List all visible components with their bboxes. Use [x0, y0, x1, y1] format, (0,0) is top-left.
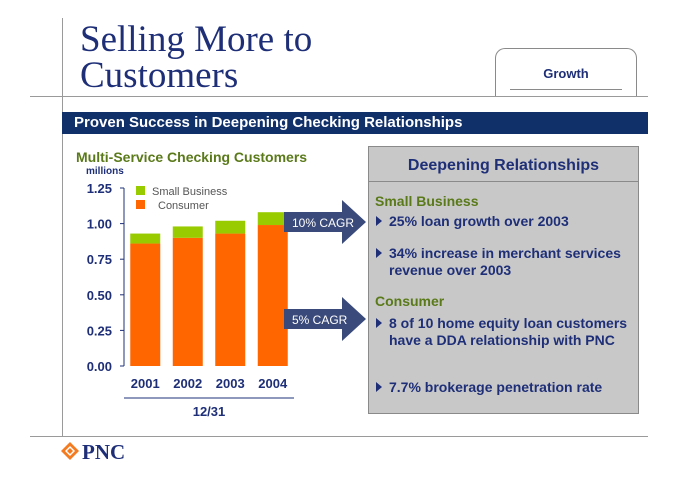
bar-small-business-2001 [130, 233, 161, 244]
y-tick-label: 0.00 [87, 359, 112, 374]
x-tick-label: 2001 [131, 376, 160, 391]
pnc-logo-icon [61, 442, 79, 460]
legend-label: Consumer [158, 200, 209, 212]
section-heading-small-business: Small Business [375, 193, 479, 209]
slide-title: Selling More to Customers [80, 19, 313, 96]
x-axis-title: 12/31 [193, 404, 226, 419]
bar-small-business-2002 [172, 226, 203, 238]
bars [130, 212, 288, 366]
y-tick-label: 0.50 [87, 288, 112, 303]
bar-small-business-2004 [257, 212, 288, 226]
x-tick-label: 2003 [216, 376, 245, 391]
legend-swatch [136, 200, 145, 209]
legend-swatch [136, 186, 145, 195]
chart-title: Multi-Service Checking Customers [76, 149, 308, 165]
footer-rule [30, 436, 648, 437]
arrow-shape [284, 297, 366, 341]
title-line-2: Customers [80, 55, 239, 96]
x-tick-label: 2002 [173, 376, 202, 391]
cagr-arrow-top: 10% CAGR [284, 200, 366, 244]
pnc-logo-text: PNC [82, 440, 126, 464]
bullet-item: 25% loan growth over 2003 [369, 213, 634, 230]
header-rule [30, 96, 648, 97]
arrow-shape [284, 200, 366, 244]
y-tick-label: 1.00 [87, 217, 112, 232]
bar-consumer-2004 [257, 225, 288, 366]
legend-label: Small Business [152, 186, 228, 198]
growth-tab-label: Growth [543, 66, 589, 81]
title-line-1: Selling More to [80, 19, 313, 60]
x-tick-label: 2004 [258, 376, 288, 391]
bullet-arrow-icon [376, 248, 382, 258]
bar-small-business-2003 [215, 220, 246, 234]
bullet-arrow-icon [376, 382, 382, 392]
section-banner: Proven Success in Deepening Checking Rel… [62, 112, 648, 134]
y-tick-label: 0.75 [87, 252, 112, 267]
panel-title: Deepening Relationships [407, 157, 600, 174]
growth-tab[interactable]: Growth [495, 48, 637, 97]
x-axis-labels: 2001 2002 2003 2004 [131, 376, 288, 391]
left-rule [62, 18, 63, 436]
bullet-item: 7.7% brokerage penetration rate [369, 379, 634, 396]
y-axis: 0.00 0.25 0.50 0.75 1.00 1.25 [87, 181, 125, 374]
cagr-label-10: 10% CAGR [292, 216, 354, 230]
y-tick-label: 0.25 [87, 323, 112, 338]
chart-legend: Small Business Consumer [136, 186, 228, 212]
bar-consumer-2003 [215, 233, 246, 366]
y-tick-label: 1.25 [87, 181, 112, 196]
checking-customers-chart: 0.000.250.500.751.001.25 2001 2002 2003 200… [87, 181, 294, 419]
tab-underline [510, 89, 622, 90]
deepening-relationships-panel: Deepening Relationships Small Business 2… [368, 146, 639, 414]
bullet-arrow-icon [376, 216, 382, 226]
cagr-label-5: 5% CAGR [292, 313, 348, 327]
panel-divider [369, 181, 638, 182]
bar-consumer-2001 [130, 243, 161, 366]
bullet-item: 8 of 10 home equity loan customers have … [369, 315, 634, 349]
cagr-arrow-bottom: 5% CAGR [284, 297, 366, 341]
bullet-arrow-icon [376, 318, 382, 328]
bar-consumer-2002 [172, 237, 203, 366]
bullet-item: 34% increase in merchant services revenu… [369, 245, 634, 279]
chart-unit: millions [86, 166, 124, 177]
section-heading-consumer: Consumer [375, 293, 445, 309]
